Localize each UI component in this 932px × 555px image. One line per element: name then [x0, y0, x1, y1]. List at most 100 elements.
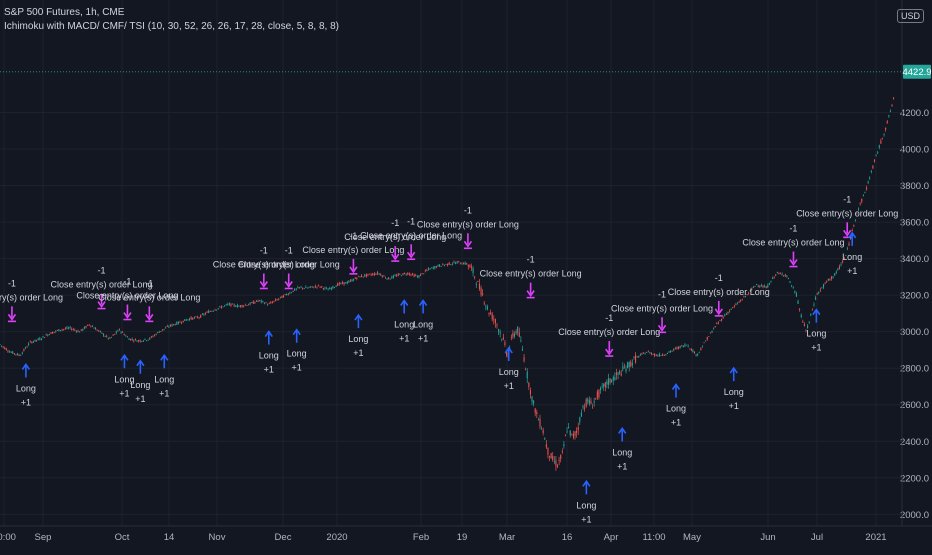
indicator-title[interactable]: Ichimoku with MACD/ CMF/ TSI (10, 30, 52… — [4, 21, 339, 32]
candle-body — [324, 287, 326, 289]
candle-body — [794, 291, 796, 293]
candle-body — [493, 319, 495, 321]
x-tick-label: Dec — [275, 532, 292, 543]
candle-body — [865, 187, 868, 190]
candle-body — [91, 326, 93, 328]
candle-body — [418, 275, 420, 278]
candle-body — [40, 338, 42, 340]
candle-body — [298, 287, 301, 289]
candle-body — [144, 338, 146, 340]
current-price-badge[interactable] — [903, 64, 931, 79]
long-order-label: Long — [842, 252, 862, 262]
candle-body — [878, 145, 880, 148]
candle-body — [434, 266, 436, 269]
close-order-label: Close entry(s) order Long — [742, 238, 844, 248]
candle-body — [130, 338, 132, 341]
candle-body — [663, 354, 665, 356]
x-tick-label: May — [683, 532, 701, 543]
candle-body — [695, 354, 697, 356]
candle-body — [415, 275, 417, 277]
candle-body — [128, 338, 130, 340]
candle-body — [826, 281, 828, 283]
candle-body — [555, 460, 557, 467]
candle-body — [837, 268, 839, 270]
close-order-label: Close entry(s) order Long — [213, 259, 315, 269]
y-tick-label: 3000.0 — [900, 327, 929, 338]
candle-body — [822, 284, 825, 288]
candle-body — [362, 276, 364, 278]
candle-body — [63, 329, 65, 330]
candle-body — [345, 282, 347, 284]
candle-body — [101, 332, 103, 334]
candle-body — [631, 363, 633, 366]
candle-body — [525, 369, 527, 370]
candle-body — [791, 285, 793, 287]
candle-body — [61, 329, 63, 331]
candle-body — [738, 301, 740, 303]
close-order-arrowhead — [657, 324, 667, 332]
candle-body — [776, 272, 778, 273]
candle-body — [115, 331, 117, 334]
candle-body — [29, 341, 31, 343]
candle-body — [206, 311, 208, 313]
candle-body — [165, 327, 167, 329]
candle-body — [501, 339, 503, 340]
candle-body — [768, 282, 770, 285]
candle-body — [122, 331, 124, 333]
candle-body — [279, 296, 281, 298]
candle-body — [244, 304, 246, 306]
long-order-qty: +1 — [353, 348, 363, 358]
candle-body — [603, 383, 605, 387]
candle-body — [752, 286, 754, 288]
candle-body — [10, 352, 12, 353]
x-tick-label: 2020 — [326, 532, 347, 543]
candle-body — [58, 329, 60, 332]
candle-body — [354, 277, 356, 279]
candle-body — [230, 303, 232, 306]
currency-button[interactable]: USD — [896, 9, 924, 23]
candle-body — [12, 351, 14, 354]
close-order-label: Close entry(s) order Long — [668, 287, 770, 297]
long-order-label: Long — [413, 319, 433, 329]
candle-body — [23, 349, 25, 351]
candle-body — [749, 289, 751, 291]
close-order-qty: -1 — [349, 231, 357, 241]
candle-body — [380, 274, 382, 276]
candle-body — [431, 267, 433, 269]
candle-body — [98, 330, 100, 332]
close-order-arrowhead — [123, 312, 132, 319]
candle-body — [646, 352, 648, 353]
candle-body — [158, 331, 160, 333]
candle-body — [437, 264, 439, 267]
candle-body — [233, 304, 235, 306]
candle-body — [353, 279, 355, 281]
candle-body — [579, 417, 581, 422]
candle-body — [751, 288, 753, 290]
candle-body — [426, 270, 428, 271]
candle-body — [177, 321, 179, 324]
long-order-label: Long — [287, 349, 307, 359]
candle-body — [531, 396, 533, 402]
candle-body — [18, 354, 20, 356]
candle-body — [486, 306, 488, 310]
long-order-arrowhead — [671, 383, 681, 390]
candle-body — [343, 282, 345, 285]
candle-body — [147, 339, 149, 341]
candle-body — [67, 327, 70, 329]
candle-body — [412, 273, 414, 275]
candle-body — [402, 273, 404, 276]
candle-body — [413, 274, 415, 277]
candle-body — [764, 285, 766, 288]
candle-body — [399, 274, 401, 275]
candle-body — [671, 350, 673, 352]
symbol-title[interactable]: S&P 500 Futures, 1h, CME — [4, 7, 125, 18]
candle-body — [666, 352, 668, 354]
candle-body — [181, 322, 183, 324]
long-order-qty: +1 — [729, 401, 739, 411]
candle-body — [263, 303, 265, 304]
close-order-qty: -1 — [123, 277, 131, 287]
candle-body — [193, 317, 195, 319]
candle-body — [294, 288, 296, 291]
